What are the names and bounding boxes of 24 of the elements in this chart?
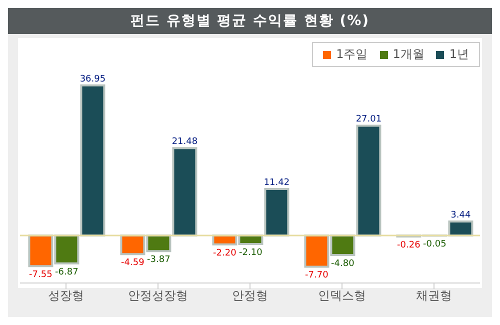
data-label: 27.01 <box>356 114 382 125</box>
chart-title: 펀드 유형별 평균 수익률 현황 (%) <box>8 8 492 34</box>
data-label: -4.59 <box>121 258 145 268</box>
data-label: -0.05 <box>423 240 446 250</box>
x-tick-label: 성장형 <box>48 288 84 303</box>
x-tick-label: 안정형 <box>232 288 268 303</box>
data-label: -3.87 <box>147 255 170 266</box>
x-tick-label: 인덱스형 <box>318 288 366 303</box>
data-label: 11.42 <box>264 178 290 188</box>
data-label: 3.44 <box>450 210 471 220</box>
x-tick-label: 안정성장형 <box>128 288 188 303</box>
data-label: -7.70 <box>305 270 329 281</box>
legend-label: 1개월 <box>392 46 424 63</box>
data-label: -7.55 <box>29 270 52 280</box>
legend-label: 1주일 <box>335 46 368 63</box>
x-tick-label: 채권형 <box>416 288 452 303</box>
data-label: 36.95 <box>80 74 106 84</box>
data-label: -2.20 <box>213 248 237 258</box>
data-label: 21.48 <box>172 137 198 148</box>
data-label: -6.87 <box>55 267 78 278</box>
data-label: -2.10 <box>239 248 263 258</box>
legend-label: 1년 <box>448 46 469 63</box>
data-label: -0.26 <box>397 240 421 251</box>
data-label: -4.80 <box>331 258 355 269</box>
